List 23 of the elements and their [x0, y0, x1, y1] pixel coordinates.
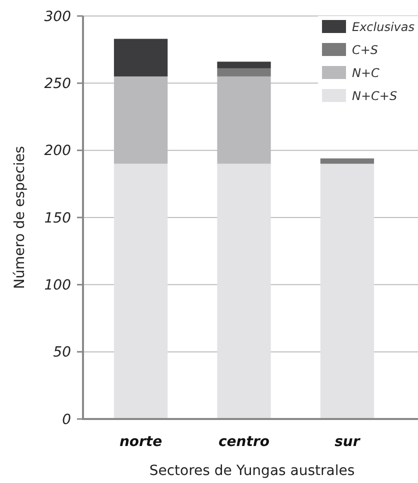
y-tick-label: 250 [44, 76, 72, 92]
y-tick-label: 100 [44, 278, 72, 294]
x-axis-title: Sectores de Yungas australes [149, 463, 355, 479]
x-tick-label: norte [119, 434, 162, 450]
bar [320, 158, 374, 164]
y-tick-label: 300 [44, 8, 72, 25]
x-tick-label: centro [218, 434, 270, 450]
y-tick-label: 150 [44, 210, 72, 226]
bar [114, 38, 168, 76]
y-tick-label: 200 [44, 143, 72, 160]
legend-label: N+C+S [352, 89, 398, 103]
legend-label: N+C [352, 66, 380, 80]
bar [217, 164, 271, 419]
bar [114, 164, 168, 419]
bar [217, 68, 271, 76]
bar [217, 62, 271, 68]
x-tick-label: sur [334, 434, 361, 450]
legend-label: Exclusivas [352, 20, 415, 34]
y-axis-title: Número de especies [12, 146, 28, 289]
y-tick-label: 0 [62, 412, 72, 428]
bar [320, 164, 374, 419]
y-tick-label: 50 [53, 344, 72, 361]
legend-label: C+S [352, 43, 378, 57]
